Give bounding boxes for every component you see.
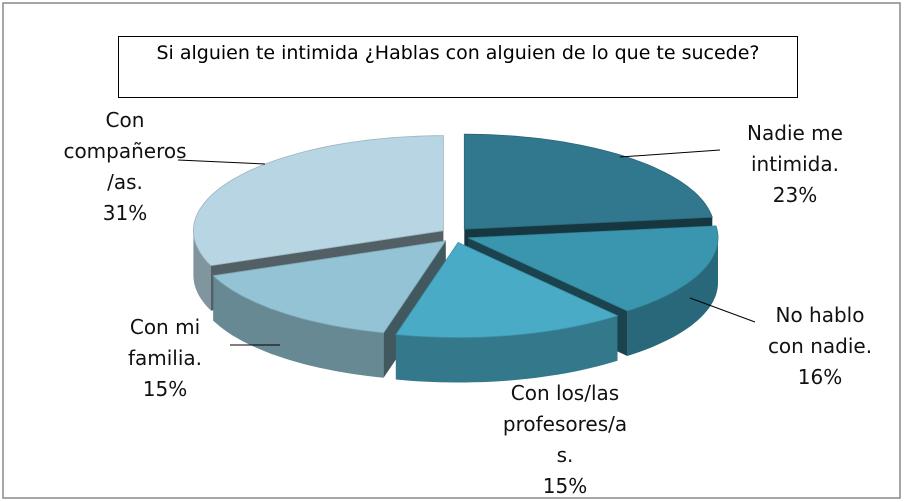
slice-side: [627, 237, 718, 356]
leader-line: [689, 297, 756, 323]
value-label: 31%: [103, 201, 147, 225]
slice: [467, 225, 719, 312]
chart-title: Si alguien te intimida ¿Hablas con algui…: [118, 36, 798, 98]
category-label: Con mi familia.: [128, 315, 202, 370]
leader-line: [177, 159, 266, 165]
value-label: 16%: [798, 365, 842, 389]
value-label: 15%: [143, 377, 187, 401]
category-label: No hablo con nadie.: [768, 303, 872, 358]
slice: [463, 133, 713, 230]
slice-side: [213, 275, 384, 378]
slice: [395, 241, 619, 338]
slice: [192, 135, 444, 267]
slice: [212, 240, 447, 334]
value-label: 15%: [543, 474, 587, 498]
category-label: Con los/las profesores/a s.: [503, 381, 627, 467]
slice-side: [395, 315, 618, 383]
leader-line: [619, 149, 721, 158]
value-label: 23%: [773, 183, 817, 207]
category-label: Nadie me intimida.: [747, 121, 843, 176]
category-label: Con compañeros/as.: [63, 108, 186, 194]
slice-side: [193, 230, 211, 311]
